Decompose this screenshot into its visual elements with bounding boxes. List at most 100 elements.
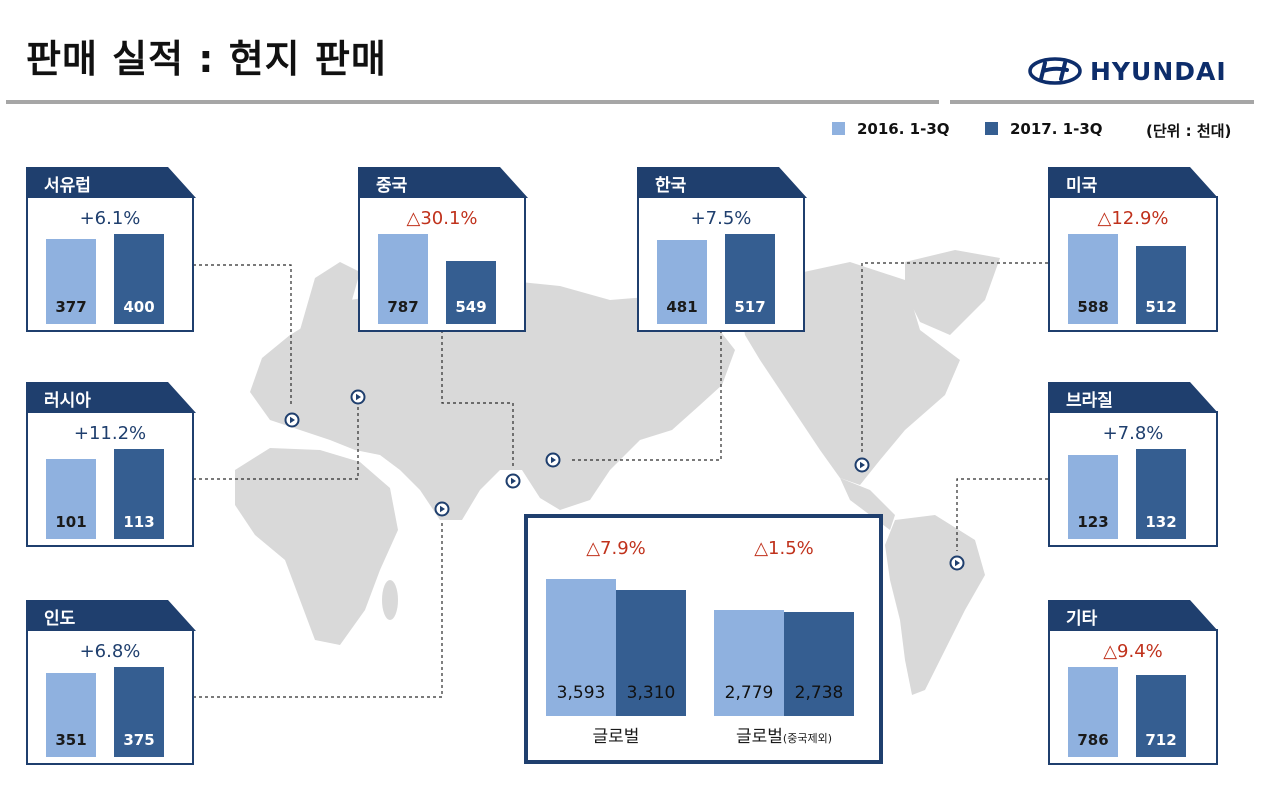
region-name: 서유럽 (44, 176, 91, 196)
madagascar-shape (382, 580, 398, 620)
change-rate: △9.4% (1103, 641, 1163, 662)
region-name: 브라질 (1066, 391, 1113, 411)
location-marker-usa (854, 457, 870, 473)
region-panel-russia: 러시아 +11.2% 101 113 (26, 382, 218, 548)
global-bar-2017 (784, 612, 854, 716)
legend-label-2016: 2016. 1-3Q (857, 120, 950, 138)
region-name: 러시아 (44, 391, 91, 411)
bar-2017 (1136, 246, 1186, 324)
eurasia-shape (250, 280, 735, 520)
legend-swatch-2017 (985, 122, 998, 135)
bar-2016 (657, 240, 707, 324)
bar-2016 (1068, 667, 1118, 757)
change-rate: +7.8% (1102, 423, 1164, 444)
location-marker-brazil (949, 555, 965, 571)
region-panel-india: 인도 +6.8% 351 375 (26, 600, 218, 766)
global-group-note: (중국제외) (782, 732, 832, 745)
bar-2016 (46, 673, 96, 757)
connector-korea (571, 330, 722, 461)
region-box-china: △30.1% 787 549 (358, 196, 526, 332)
page-title: 판매 실적 : 현지 판매 (26, 37, 387, 81)
region-panel-china: 중국 △30.1% 787 549 (358, 167, 550, 333)
header-rule (6, 100, 939, 104)
change-rate: △12.9% (1097, 208, 1169, 229)
bar-value-2016: 377 (55, 298, 87, 316)
south-america-shape (885, 515, 985, 695)
global-bar-value-2017: 2,738 (794, 683, 844, 703)
global-group-label: 글로벌 (546, 722, 686, 747)
global-bar-value-2017: 3,310 (626, 683, 676, 703)
bar-2017 (114, 449, 164, 539)
bar-value-2017: 512 (1145, 298, 1177, 316)
bar-value-2017: 712 (1145, 731, 1177, 749)
location-marker-western-europe (284, 412, 300, 428)
bar-2016 (46, 239, 96, 324)
connector-india (193, 521, 443, 698)
uk-shape (275, 340, 293, 380)
unit-label: (단위 : 천대) (1146, 122, 1232, 140)
bar-value-2016: 588 (1077, 298, 1109, 316)
global-bar-value-2016: 3,593 (556, 683, 606, 703)
global-bar-2017 (616, 590, 686, 716)
region-panel-others: 기타 △9.4% 786 712 (1048, 600, 1242, 766)
global-bar-2016 (546, 579, 616, 716)
greenland-shape (905, 250, 1000, 335)
region-box-korea: +7.5% 481 517 (637, 196, 805, 332)
region-panel-western-europe: 서유럽 +6.1% 377 400 (26, 167, 218, 333)
region-name: 기타 (1066, 609, 1098, 629)
change-rate: +11.2% (73, 423, 147, 444)
location-marker-russia (350, 389, 366, 405)
bar-2017 (1136, 449, 1186, 539)
connector-lines (193, 262, 1048, 698)
global-group-label: 글로벌(중국제외) (714, 722, 854, 747)
hyundai-emblem-icon (1028, 57, 1082, 85)
global-group-name: 글로벌 (592, 727, 640, 747)
region-panel-brazil: 브라질 +7.8% 123 132 (1048, 382, 1242, 548)
global-sales-panel: △7.9% 3,593 3,310 글로벌 △1.5% 2,779 2,738 글로벌(중국제… (524, 514, 883, 764)
change-rate: +6.8% (79, 641, 141, 662)
hyundai-logo: HYUNDAI (1028, 56, 1228, 86)
region-name: 한국 (655, 176, 687, 196)
region-tab-usa: 미국 (1048, 167, 1218, 198)
region-name: 인도 (44, 609, 76, 629)
bar-value-2017: 517 (734, 298, 766, 316)
header-rule-right (950, 100, 1254, 104)
brand-name: HYUNDAI (1090, 57, 1227, 86)
bar-value-2017: 113 (123, 513, 155, 531)
bar-value-2016: 123 (1077, 513, 1109, 531)
region-box-russia: +11.2% 101 113 (26, 411, 194, 547)
region-name: 중국 (376, 176, 408, 196)
connector-russia (193, 404, 359, 480)
legend-item-2017: 2017. 1-3Q (985, 120, 1103, 138)
change-rate: △30.1% (406, 208, 478, 229)
region-box-brazil: +7.8% 123 132 (1048, 411, 1218, 547)
region-tab-brazil: 브라질 (1048, 382, 1218, 413)
bar-value-2016: 481 (666, 298, 698, 316)
bar-2016 (46, 459, 96, 539)
region-box-usa: △12.9% 588 512 (1048, 196, 1218, 332)
region-tab-korea: 한국 (637, 167, 807, 198)
bar-value-2017: 549 (455, 298, 487, 316)
bar-value-2017: 132 (1145, 513, 1177, 531)
region-panel-usa: 미국 △12.9% 588 512 (1048, 167, 1242, 333)
global-change-rate: △7.9% (586, 538, 646, 559)
legend-label-2017: 2017. 1-3Q (1010, 120, 1103, 138)
africa-shape (235, 448, 398, 645)
global-bar-2016 (714, 610, 784, 716)
location-marker-india (434, 501, 450, 517)
region-panel-korea: 한국 +7.5% 481 517 (637, 167, 829, 333)
connector-brazil (956, 478, 1048, 551)
bar-2017 (1136, 675, 1186, 757)
bar-value-2017: 400 (123, 298, 155, 316)
bar-value-2017: 375 (123, 731, 155, 749)
bar-value-2016: 351 (55, 731, 87, 749)
region-name: 미국 (1066, 176, 1098, 196)
change-rate: +6.1% (79, 208, 141, 229)
scandinavia-shape (300, 262, 360, 330)
region-tab-western-europe: 서유럽 (26, 167, 196, 198)
connector-usa (861, 262, 1048, 452)
legend-item-2016: 2016. 1-3Q (832, 120, 950, 138)
bar-2017 (725, 234, 775, 324)
bar-2017 (446, 261, 496, 324)
region-tab-russia: 러시아 (26, 382, 196, 413)
